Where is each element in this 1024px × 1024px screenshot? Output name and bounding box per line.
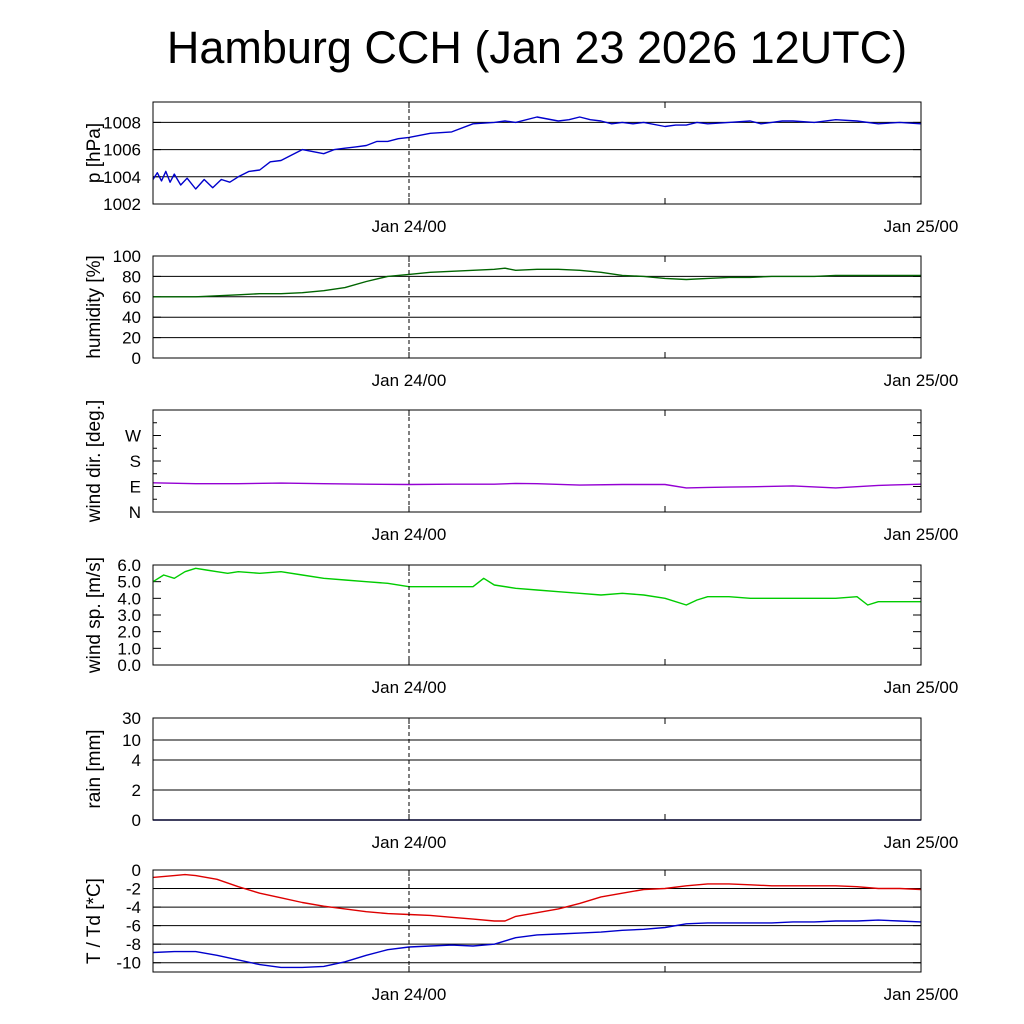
y-tick-label: 0	[132, 861, 141, 880]
series-line-pressure-0	[152, 116, 922, 190]
y-tick-label: 6.0	[117, 556, 141, 575]
y-axis-label: T / Td [*C]	[84, 878, 105, 964]
y-axis-label: p [hPa]	[84, 123, 105, 183]
y-tick-label: S	[130, 452, 141, 471]
y-tick-label: 0.0	[117, 656, 141, 675]
y-tick-label: -10	[116, 954, 141, 973]
x-tick-label: Jan 24/00	[372, 833, 447, 852]
x-tick-label: Jan 25/00	[884, 985, 959, 1004]
y-tick-label: -6	[126, 917, 141, 936]
y-tick-label: -2	[126, 880, 141, 899]
panel-rain: 0 2 410 30 rain [mm] Jan 24/00 Jan 25/00	[84, 709, 958, 852]
y-tick-label: -8	[126, 935, 141, 954]
panel-temperature: -10-8-6-4-20 T / Td [*C] Jan 24/00 Jan 25/0…	[84, 861, 958, 1004]
y-tick-label: 80	[122, 267, 141, 286]
x-tick-label: Jan 24/00	[372, 525, 447, 544]
page-title: Hamburg CCH (Jan 23 2026 12UTC)	[166, 22, 908, 73]
y-tick-label: 5.0	[117, 573, 141, 592]
series-line-temperature-0	[152, 873, 922, 922]
y-tick-label: 1008	[103, 113, 141, 132]
y-tick-label: 0	[132, 349, 141, 368]
series-line-wind_direction-0	[152, 482, 922, 489]
y-tick-label: 1002	[103, 195, 141, 214]
y-tick-label: 3.0	[117, 606, 141, 625]
y-tick-label: W	[125, 427, 141, 446]
y-axis-label: wind sp. [m/s]	[84, 557, 105, 674]
y-tick-label: 1006	[103, 141, 141, 160]
y-tick-label: 4.0	[117, 589, 141, 608]
y-tick-label: 2.0	[117, 623, 141, 642]
x-tick-label: Jan 25/00	[884, 371, 959, 390]
x-tick-label: Jan 24/00	[372, 217, 447, 236]
panel-frame	[152, 409, 922, 513]
x-tick-label: Jan 24/00	[372, 985, 447, 1004]
y-tick-label: 0	[132, 811, 141, 830]
panel-frame	[152, 717, 922, 821]
x-tick-label: Jan 24/00	[372, 371, 447, 390]
panel-wind_speed: 0.01.02.03.04.05.06.0 wind sp. [m/s] Jan 2…	[84, 556, 958, 697]
series-line-temperature-1	[152, 919, 922, 969]
y-tick-label: 100	[113, 247, 141, 266]
x-tick-label: Jan 25/00	[884, 833, 959, 852]
x-tick-label: Jan 25/00	[884, 217, 959, 236]
y-tick-label: 2	[132, 781, 141, 800]
panel-frame	[152, 564, 922, 666]
y-tick-label: 40	[122, 308, 141, 327]
panel-frame	[152, 869, 922, 973]
y-tick-label: 60	[122, 288, 141, 307]
panel-frame	[152, 101, 922, 205]
y-tick-label: N	[129, 503, 141, 522]
y-tick-label: 4	[132, 751, 141, 770]
y-axis-label: wind dir. [deg.]	[84, 400, 105, 524]
y-tick-label: E	[130, 478, 141, 497]
panel-frame	[152, 255, 922, 359]
y-axis-label: humidity [%]	[84, 255, 105, 358]
x-tick-label: Jan 24/00	[372, 678, 447, 697]
y-tick-label: 1004	[103, 168, 141, 187]
x-tick-label: Jan 25/00	[884, 678, 959, 697]
x-tick-label: Jan 25/00	[884, 525, 959, 544]
y-tick-label: 20	[122, 329, 141, 348]
y-tick-label: 30	[122, 709, 141, 728]
y-tick-label: 1.0	[117, 639, 141, 658]
y-tick-label: -4	[126, 898, 141, 917]
y-tick-label: 10	[122, 731, 141, 750]
series-line-humidity-0	[153, 267, 921, 298]
series-line-wind_speed-0	[152, 567, 921, 606]
y-axis-label: rain [mm]	[84, 729, 105, 808]
